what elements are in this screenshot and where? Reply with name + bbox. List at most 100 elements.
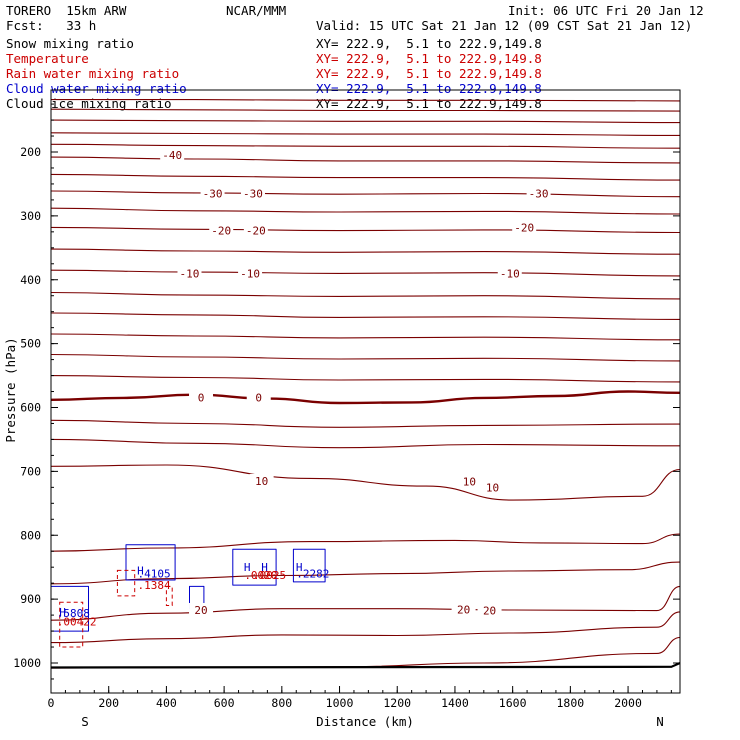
contour-label-1: -30 — [203, 188, 223, 201]
y-tick-label-900: 900 — [20, 592, 41, 606]
cloud-water-max-0: H — [137, 564, 144, 577]
cloud-water-max-1: H — [244, 561, 251, 574]
x-tick-label-1400: 1400 — [441, 696, 469, 710]
isotherm-3 — [50, 132, 681, 136]
contour-label-0: -40 — [162, 149, 182, 162]
contour-label-bg-2 — [240, 186, 265, 200]
contour-label-6: -20 — [514, 221, 534, 234]
contour-label-bg-9 — [497, 266, 522, 280]
cloud-water-contours — [50, 544, 326, 632]
isotherm-21 — [50, 533, 681, 552]
cloud-water-max-2: H — [261, 561, 268, 574]
x-tick-label-600: 600 — [214, 696, 235, 710]
contour-label-13: 10 — [463, 476, 476, 489]
isotherm-12 — [50, 291, 681, 300]
contour-label-bg-15 — [189, 602, 214, 616]
rain-value-0: .1384 — [138, 579, 171, 592]
contour-label-10: 0 — [198, 391, 205, 404]
model-name: TORERO 15km ARW — [6, 3, 127, 18]
contour-labels: -40 -30 -30 -30 -20 -20 -20 -10 -10 -10 0 0 10 10 10 20… — [57, 148, 551, 628]
isotherm-0 — [51, 99, 681, 102]
contour-label-2: -30 — [243, 188, 263, 201]
plot-frame — [50, 89, 681, 694]
legend-temperature: Temperature — [6, 51, 89, 66]
isotherm-13 — [50, 312, 681, 320]
contour-label-bg-14 — [480, 480, 505, 494]
x-tick-label-0: 0 — [48, 696, 55, 710]
isotherm-4 — [50, 143, 681, 149]
isotherm-24 — [50, 611, 681, 644]
ground-surface — [50, 661, 681, 669]
isotherm-19 — [50, 438, 681, 449]
contour-label-4: -20 — [211, 225, 231, 238]
temperature-isotherms — [50, 99, 681, 669]
isotherm-16 — [50, 375, 681, 383]
contour-label-bg-16 — [451, 602, 476, 616]
contour-label-bg-0 — [160, 148, 185, 162]
isotherm-6 — [50, 173, 681, 181]
rain-value-3: .00422 — [57, 615, 97, 628]
x-tick-label-2000: 2000 — [614, 696, 642, 710]
contour-label-9: -10 — [500, 267, 520, 280]
x-tick-label-1800: 1800 — [557, 696, 585, 710]
contour-label-bg-1 — [200, 186, 225, 200]
x-axis-label: Distance (km) — [316, 714, 414, 729]
contour-label-14: 10 — [486, 481, 499, 494]
contour-label-15: 20 — [194, 604, 207, 617]
contour-label-8: -10 — [240, 267, 260, 280]
forecast-hour: Fcst: 33 h — [6, 18, 97, 33]
contour-label-bg-8 — [238, 266, 263, 280]
rain-contours — [59, 569, 173, 648]
cloud-water-value-0: .4105 — [138, 568, 171, 581]
isotherm-15 — [50, 353, 681, 362]
isotherm-11 — [50, 269, 681, 277]
isotherm-9 — [50, 226, 681, 234]
x-tick-label-400: 400 — [156, 696, 177, 710]
contour-label-bg-12 — [249, 473, 274, 487]
y-tick-label-800: 800 — [20, 528, 41, 542]
legend-rain: Rain water mixing ratio — [6, 66, 180, 81]
x-tick-label-1200: 1200 — [383, 696, 411, 710]
x-axis-left-end-label: S — [81, 714, 89, 729]
legend-snow: Snow mixing ratio — [6, 36, 134, 51]
cloud-water-max-3: H — [296, 561, 303, 574]
y-tick-label-300: 300 — [20, 209, 41, 223]
y-tick-label-500: 500 — [20, 337, 41, 351]
contour-label-bg-7 — [177, 266, 202, 280]
legend-snow-xy: XY= 222.9, 5.1 to 222.9,149.8 — [316, 36, 542, 51]
isotherm-22 — [50, 561, 681, 585]
isotherm-14 — [50, 333, 681, 341]
legend-temperature-xy: XY= 222.9, 5.1 to 222.9,149.8 — [316, 51, 542, 66]
x-tick-label-200: 200 — [98, 696, 119, 710]
isotherm-20 — [50, 464, 681, 501]
contour-label-5: -20 — [246, 225, 266, 238]
isotherm-2 — [50, 119, 681, 124]
contour-label-bg-6 — [512, 220, 537, 234]
valid-time: Valid: 15 UTC Sat 21 Jan 12 (09 CST Sat … — [316, 18, 693, 33]
y-axis-label: Pressure (hPa) — [3, 337, 18, 442]
rain-contour-1 — [59, 601, 84, 648]
y-tick-label-200: 200 — [20, 145, 41, 159]
contour-label-11: 0 — [255, 391, 262, 404]
contour-label-bg-5 — [243, 223, 268, 237]
isotherm-17 — [50, 390, 681, 405]
rain-contour-2 — [165, 585, 173, 606]
x-tick-label-1000: 1000 — [326, 696, 354, 710]
y-tick-label-600: 600 — [20, 401, 41, 415]
cloud-water-value-1: .2282 — [296, 568, 329, 581]
x-tick-label-800: 800 — [271, 696, 292, 710]
legend-rain-xy: XY= 222.9, 5.1 to 222.9,149.8 — [316, 66, 542, 81]
isotherm-5 — [50, 156, 681, 164]
contour-label-3: -30 — [529, 188, 549, 201]
legend-cloud-water: Cloud water mixing ratio — [6, 81, 187, 96]
y-tick-label-700: 700 — [20, 464, 41, 478]
rain-contour-0 — [116, 569, 136, 597]
cloud-water-contour-2 — [292, 548, 326, 583]
isotherm-1 — [50, 108, 681, 112]
cloud-water-max-4: H — [59, 606, 66, 619]
isotherm-25 — [50, 636, 681, 669]
cloud-water-value-2: .5808 — [57, 607, 90, 620]
contour-label-16: 20 — [457, 603, 470, 616]
